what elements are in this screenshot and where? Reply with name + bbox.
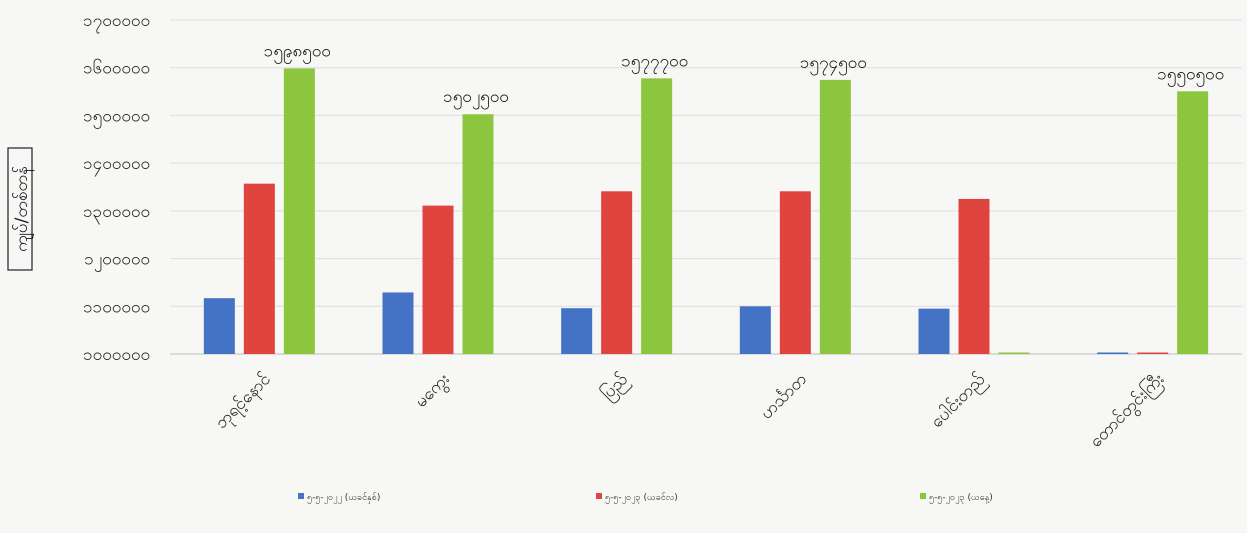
bar [423,206,454,354]
legend-label: ၅-၅-၂၀၂၃ (ယခင်လ) [605,492,678,504]
y-tick-label: ၁၁၀၀၀၀၀ [83,297,150,317]
x-tick-label: မကွေး [411,369,455,413]
bar [383,292,414,354]
bar [1137,353,1168,355]
bar [919,309,950,354]
y-tick-label: ၁၇၀၀၀၀၀ [83,11,150,34]
x-tick-label: ဟင်္သာတ [757,369,811,423]
data-label: ၁၅၉၈၅၀၀ [264,41,331,64]
data-label: ၁၅၇၄၅၀၀ [800,53,867,76]
y-tick-label: ၁၆၀၀၀၀၀ [83,58,150,79]
y-tick-label: ၁၅၀၀၀၀၀ [83,106,150,129]
gridlines [170,20,1242,354]
y-tick-label: ၁၃၀၀၀၀၀ [83,202,150,225]
bar [959,199,990,354]
bar [284,68,315,354]
bar [999,353,1030,355]
bar [601,191,632,354]
legend-swatch [920,493,926,499]
legend: ၅-၅-၂၀၂၂ (ယခင်နှစ်) ၅-၅-၂၀၂၃ (ယခင်လ) ၅-၅-၂… [298,492,993,504]
y-axis-label-text: ကျပ်/တစ်တန် [11,166,35,252]
data-label: ၁၅၀၂၅၀၀ [443,87,509,110]
y-tick-label: ၁၂၀၀၀၀၀ [84,250,150,273]
y-tick-label: ၁၄၀၀၀၀၀ [83,154,150,177]
bar [820,80,851,354]
legend-swatch [596,493,602,499]
bar [244,184,275,354]
bar [740,306,771,354]
legend-label: ၅-၅-၂၀၂၂ (ယခင်နှစ်) [307,492,380,504]
legend-swatch [298,493,304,499]
x-tick-label: တောင်တွင်းကြီး [1085,368,1171,454]
x-tick-label: ပြည် [596,368,634,406]
x-tick-label: ဘုရင့်နောင် [211,369,277,435]
data-label: ၁၅၅၀၅၀၀ [1157,64,1224,87]
y-axis-ticks: ၁၀၀၀၀၀၀ ၁၁၀၀၀၀၀ ၁၂၀၀၀၀၀ ၁၃၀၀၀၀၀ ၁၄၀၀၀၀၀ ၁၅၀၀၀… [83,11,150,365]
bar [1097,353,1128,355]
bar [463,114,494,354]
bar [1177,91,1208,354]
x-axis: ဘုရင့်နောင် မကွေး ပြည် ဟင်္သာတ ပေါင်းတည် တောင… [211,368,1170,454]
legend-label: ၅-၅-၂၀၂၃ (ယနေ့) [929,493,993,504]
bar [641,78,672,354]
x-tick-label: ပေါင်းတည် [926,369,991,434]
bar [561,308,592,354]
y-tick-label: ၁၀၀၀၀၀၀ [83,345,150,365]
bar [780,191,811,354]
bar [204,298,235,354]
data-label: ၁၅၇၇၇၀၀ [621,51,688,74]
y-axis-label: ကျပ်/တစ်တန် [8,148,35,270]
